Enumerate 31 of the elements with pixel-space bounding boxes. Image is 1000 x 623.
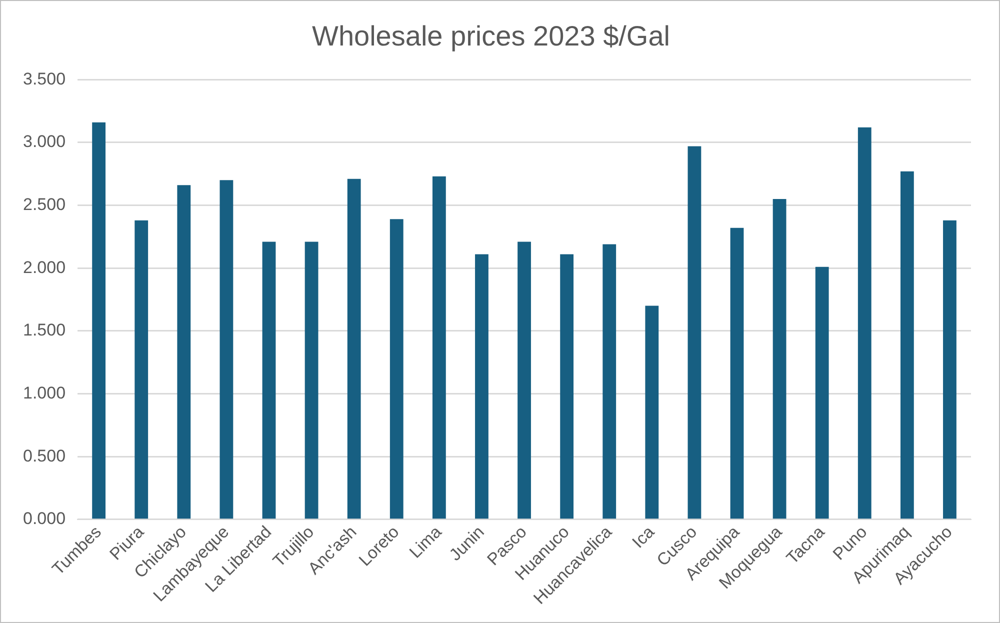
- bar: [220, 180, 234, 519]
- bar: [432, 176, 446, 519]
- bar: [262, 242, 276, 519]
- bar: [518, 242, 531, 519]
- bar: [347, 178, 361, 519]
- bar: [858, 127, 872, 519]
- bar: [177, 185, 191, 519]
- bar: [730, 228, 744, 519]
- bar: [900, 171, 914, 519]
- bar: [772, 198, 786, 519]
- bar: [645, 306, 659, 519]
- y-tick-label: 3.000: [22, 132, 66, 152]
- y-tick-label: 1.500: [22, 320, 66, 340]
- bar: [815, 266, 829, 519]
- bar: [560, 254, 574, 519]
- bar: [943, 220, 956, 519]
- y-tick-label: 0.000: [22, 509, 66, 528]
- y-tick-label: 3.500: [22, 69, 66, 88]
- chart-title: Wholesale prices 2023 $/Gal: [312, 20, 670, 52]
- bar: [602, 244, 616, 519]
- y-tick-label: 2.500: [22, 194, 66, 214]
- x-tick-label: Ica: [628, 522, 658, 552]
- bar: [475, 254, 488, 519]
- bar: [92, 122, 106, 519]
- y-tick-label: 1.000: [22, 383, 66, 402]
- y-tick-label: 2.000: [22, 258, 66, 277]
- bar: [134, 220, 148, 519]
- bar: [304, 242, 318, 519]
- bar: [688, 146, 702, 519]
- bar: [390, 219, 404, 519]
- y-tick-label: 0.500: [22, 446, 66, 466]
